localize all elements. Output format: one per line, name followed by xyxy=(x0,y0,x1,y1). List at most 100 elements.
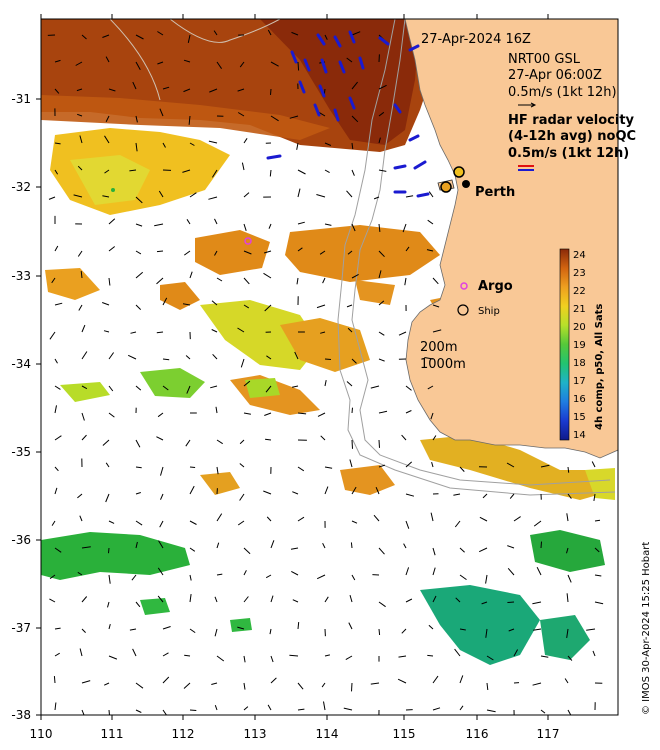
current-vector xyxy=(54,435,62,441)
current-vector xyxy=(243,138,248,144)
current-vector xyxy=(131,574,137,581)
y-tick-label: -38 xyxy=(11,708,31,722)
current-vector xyxy=(157,31,164,36)
x-tick-label: 115 xyxy=(393,727,416,741)
current-vector xyxy=(156,436,164,441)
current-vector xyxy=(239,493,245,501)
current-vector xyxy=(567,493,572,499)
x-tick-label: 114 xyxy=(316,727,339,741)
current-vector xyxy=(427,654,434,657)
current-vector xyxy=(237,88,245,92)
current-vector xyxy=(160,493,164,500)
current-vector xyxy=(378,331,385,336)
current-vector xyxy=(533,628,542,631)
current-vector xyxy=(432,277,439,285)
current-vector xyxy=(188,115,191,125)
current-vector xyxy=(324,34,328,40)
current-vector xyxy=(270,540,275,549)
current-vector xyxy=(264,412,272,416)
current-vector xyxy=(210,385,218,389)
current-vector xyxy=(430,412,434,420)
current-vector xyxy=(269,628,272,635)
current-vector xyxy=(81,680,91,684)
current-vector xyxy=(370,385,380,389)
green-dot-marker xyxy=(111,188,115,192)
current-vector xyxy=(427,385,434,390)
current-vector xyxy=(184,654,191,657)
current-vector xyxy=(405,598,413,603)
current-vector xyxy=(378,300,385,306)
current-vector xyxy=(216,277,223,282)
current-vector xyxy=(135,520,143,526)
current-vector xyxy=(316,304,326,309)
current-vector xyxy=(432,304,440,308)
current-vector xyxy=(432,329,442,333)
hf-title-line2: (4-12h avg) noQC xyxy=(508,129,636,144)
current-vector xyxy=(185,439,191,447)
sst-very-warm-region xyxy=(260,19,420,145)
current-vector xyxy=(405,461,413,468)
sst-warm-edge xyxy=(41,95,330,140)
current-vector xyxy=(351,223,356,232)
current-vector xyxy=(424,357,434,360)
current-vector xyxy=(108,277,111,286)
current-vector xyxy=(459,628,466,631)
current-vector xyxy=(54,169,59,175)
current-vector xyxy=(189,520,197,525)
current-vector xyxy=(532,601,542,605)
current-vector xyxy=(320,435,326,441)
colorbar-tick: 19 xyxy=(573,340,586,351)
current-vector xyxy=(455,597,461,603)
current-vector xyxy=(212,353,218,360)
current-vector xyxy=(189,142,195,146)
current-vector xyxy=(54,547,62,553)
current-vector xyxy=(586,628,596,631)
current-vector xyxy=(108,352,115,360)
current-vector xyxy=(591,461,596,468)
current-vector xyxy=(264,304,272,312)
current-vector xyxy=(316,574,326,580)
current-vector xyxy=(237,112,245,117)
current-vector xyxy=(186,219,191,225)
current-vector xyxy=(77,165,83,171)
current-vector xyxy=(291,385,299,388)
current-vector xyxy=(243,223,247,231)
sst-patch-teal-2 xyxy=(540,615,590,660)
label-argo: Argo xyxy=(478,279,513,294)
current-vector xyxy=(428,191,434,198)
current-vector xyxy=(532,682,542,686)
current-vector xyxy=(105,56,110,63)
current-vector xyxy=(135,196,143,204)
current-vector xyxy=(267,29,272,36)
current-vector xyxy=(189,594,192,603)
current-vector xyxy=(291,570,299,576)
current-vector xyxy=(297,412,307,415)
current-vector xyxy=(189,192,197,198)
current-vector xyxy=(270,88,272,95)
current-vector xyxy=(49,598,56,603)
current-vector xyxy=(158,540,164,549)
current-vector xyxy=(401,434,407,441)
current-vector xyxy=(54,405,57,414)
x-axis xyxy=(40,14,549,720)
sst-patch-orange-3 xyxy=(355,280,395,305)
current-vector xyxy=(378,169,387,172)
current-vector xyxy=(105,462,110,468)
current-vector xyxy=(243,706,249,711)
current-vector xyxy=(108,246,116,252)
current-vector xyxy=(135,250,142,255)
current-vector xyxy=(296,142,299,150)
current-vector xyxy=(265,385,272,393)
current-vector xyxy=(378,250,385,258)
current-vector xyxy=(351,273,359,279)
isobath-200m xyxy=(351,19,611,486)
label-ship: Ship xyxy=(478,306,500,317)
current-vector xyxy=(263,490,272,495)
colorbar-tick: 20 xyxy=(573,322,586,333)
current-vector xyxy=(485,628,488,638)
x-tick-label: 110 xyxy=(30,727,53,741)
current-vector xyxy=(73,194,83,198)
current-vector xyxy=(317,412,326,417)
current-vector xyxy=(216,61,223,69)
current-vector xyxy=(79,648,83,657)
